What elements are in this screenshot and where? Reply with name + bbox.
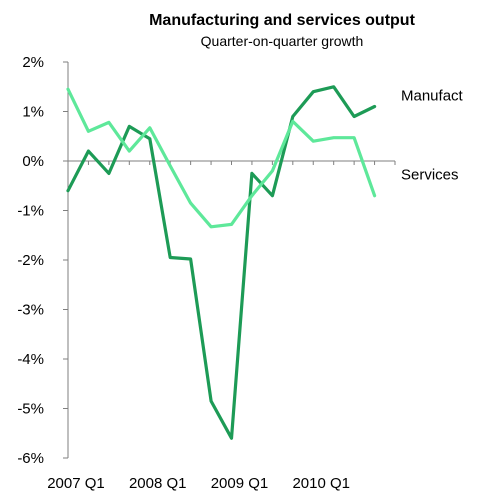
- y-tick-label: -1%: [17, 203, 44, 220]
- y-tick-label: -6%: [17, 450, 44, 467]
- series-line-services: [66, 87, 377, 229]
- series-labels: Manufact Services: [401, 88, 464, 184]
- chart-title: Manufacturing and services output: [149, 12, 415, 29]
- x-tick-label: 2010 Q1: [292, 475, 350, 492]
- chart-subtitle: Quarter-on-quarter growth: [201, 33, 364, 49]
- series-label-services: Services: [401, 167, 459, 184]
- x-tick-label: 2008 Q1: [129, 475, 187, 492]
- y-tick-label: 1%: [22, 104, 44, 121]
- y-tick-label: -4%: [17, 351, 44, 368]
- series-layer: [66, 85, 377, 440]
- x-tick-label: 2009 Q1: [211, 475, 269, 492]
- series-label-manufact: Manufact: [401, 88, 464, 105]
- y-tick-label: 2%: [22, 54, 44, 71]
- y-tick-label: -2%: [17, 252, 44, 269]
- y-tick-label: -3%: [17, 302, 44, 319]
- y-tick-label: 0%: [22, 153, 44, 170]
- series-line-manufact: [66, 85, 377, 440]
- x-tick-label: 2007 Q1: [47, 475, 105, 492]
- axes: 2% 1% 0% -1% -2% -3% -4% -5% -6%2007 Q1 2008 Q1 20…: [17, 54, 396, 492]
- y-tick-label: -5%: [17, 401, 44, 418]
